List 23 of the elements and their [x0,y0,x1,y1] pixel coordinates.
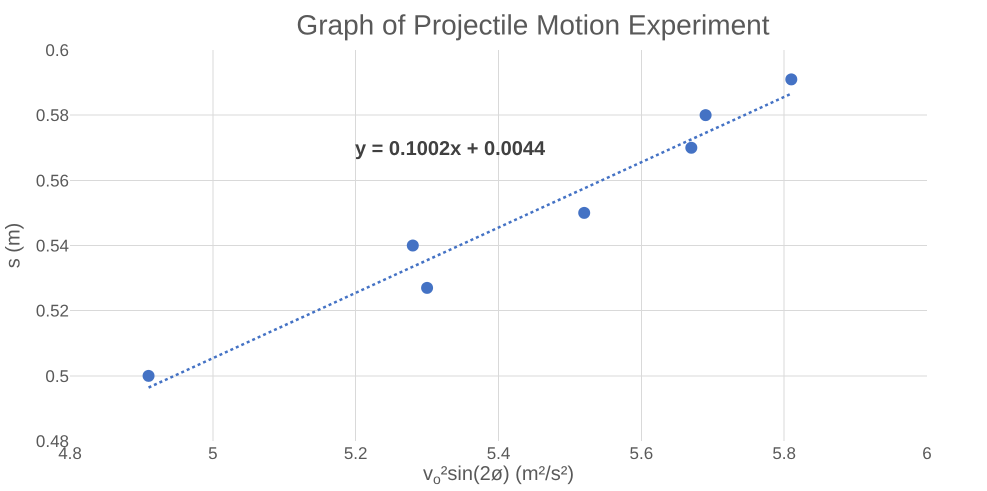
x-axis-title: v$_{o}$²sin(2ø) (m²/s²) [422,463,574,488]
point [785,73,798,86]
point [142,370,155,382]
annotation: y = 0.1002x + 0.0044 [355,138,546,160]
chart-title: Graph of Projectile Motion Experiment [296,9,770,40]
y-tick-label: 0.56 [36,171,69,190]
y-tick-label: 0.58 [36,106,69,126]
point [700,109,712,122]
x-tick-label: 5 [208,444,218,463]
x-tick-label: 5.8 [772,444,796,463]
y-axis-title: s (m) [2,222,24,268]
point [406,240,419,252]
x-tick-label: 5.6 [630,444,654,463]
x-tick-label: 6 [922,444,932,463]
y-tick-label: 0.5 [45,366,69,386]
point [685,142,698,154]
x-tick-label: 5.2 [344,444,368,463]
x-tick-label: 5.4 [486,444,510,463]
y-tick-label: 0.52 [36,302,69,321]
y-tick-label: 0.6 [45,40,69,60]
point [578,206,590,219]
point [421,282,434,294]
y-tick-label: 0.54 [36,236,69,256]
